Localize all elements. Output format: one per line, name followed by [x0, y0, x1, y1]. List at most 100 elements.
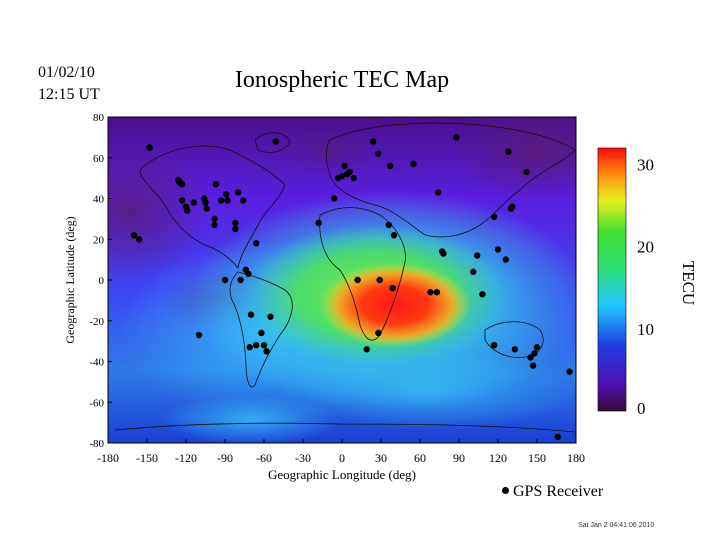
gps-receiver-point — [390, 231, 398, 239]
gps-receiver-point — [338, 172, 346, 180]
gps-receiver-point — [175, 176, 182, 184]
gps-receiver-point — [331, 195, 338, 202]
gps-receiver-point — [375, 329, 382, 337]
y-axis: 80 60 40 20 0 -20 -40 -60 -80 — [89, 112, 112, 450]
gps-receivers — [130, 134, 573, 441]
gps-receiver-point — [435, 189, 442, 196]
gps-receiver-point — [234, 189, 242, 196]
gps-receiver-point — [531, 350, 538, 357]
gps-receiver-point — [232, 225, 239, 233]
y-tick-label: 40 — [93, 194, 105, 206]
gps-receiver-point — [217, 197, 225, 204]
receiver-marker-icon — [502, 486, 509, 494]
gps-receiver-point — [178, 181, 186, 188]
x-tick-label: 150 — [528, 451, 546, 465]
colorbar-label: TECU — [679, 261, 698, 305]
gps-receiver-point — [453, 134, 460, 141]
gps-receiver-point — [211, 221, 218, 229]
y-tick-label: -60 — [89, 397, 104, 409]
y-tick-label: 0 — [99, 275, 105, 287]
gps-receiver-point — [386, 162, 394, 170]
gps-receiver-point — [315, 219, 322, 227]
x-tick-label: 180 — [567, 451, 585, 465]
x-tick-label: -180 — [97, 451, 119, 465]
x-axis: -180 -150 -120 -90 -60 -30 0 30 60 90 120 150 180 — [97, 439, 585, 465]
colorbar — [598, 148, 626, 411]
gps-receiver-point — [350, 174, 357, 182]
y-tick-label: -80 — [89, 438, 104, 450]
gps-receiver-point — [253, 342, 260, 349]
colorbar-frame — [597, 147, 627, 412]
gps-receiver-point — [341, 162, 348, 170]
gps-receiver-point — [346, 168, 353, 176]
gps-receiver-point — [146, 144, 153, 151]
coastlines — [114, 122, 576, 433]
gps-receiver-point — [272, 138, 279, 145]
gps-receiver-point — [490, 342, 498, 349]
gps-receiver-point — [223, 191, 230, 198]
legend: GPS Receiver — [502, 483, 603, 501]
gps-receiver-point — [370, 138, 377, 145]
timestamp-footer: Sat Jan 2 04:41:06 2010 — [578, 522, 655, 529]
gps-receiver-point — [203, 205, 210, 212]
gps-receiver-point — [263, 348, 270, 355]
gps-receiver-point — [221, 276, 229, 284]
gps-receiver-point — [258, 329, 265, 337]
x-tick-label: 0 — [339, 451, 345, 465]
gps-receiver-point — [505, 148, 512, 155]
gps-receiver-point — [190, 199, 197, 206]
gps-receiver-point — [363, 346, 370, 353]
x-tick-label: 120 — [489, 451, 507, 465]
gps-receiver-point — [247, 311, 255, 318]
gps-receiver-point — [376, 276, 383, 284]
y-tick-label: -40 — [89, 357, 104, 369]
gps-receiver-point — [212, 181, 220, 188]
gps-receiver-point — [260, 342, 268, 349]
gps-receiver-point — [566, 368, 573, 375]
y-tick-label: 20 — [93, 234, 105, 246]
gps-receiver-point — [433, 289, 441, 296]
gps-receiver-point — [245, 270, 252, 278]
gps-receiver-point — [232, 219, 239, 227]
gps-receiver-point — [136, 236, 143, 243]
gps-receiver-point — [267, 313, 274, 320]
gps-receiver-point — [470, 268, 477, 276]
gps-receiver-point — [354, 276, 361, 284]
x-tick-label: -90 — [217, 451, 233, 465]
x-tick-label: 60 — [414, 451, 426, 465]
gps-receiver-point — [502, 256, 509, 263]
gps-receiver-point — [240, 197, 247, 204]
tec-heatmap — [108, 117, 576, 443]
gps-receiver-point — [438, 248, 446, 255]
colorbar-tick-label: 0 — [637, 399, 646, 418]
gps-receiver-point — [385, 221, 392, 229]
colorbar-tick-label: 10 — [637, 320, 654, 339]
colorbar-ticks: 30 20 10 0 — [637, 155, 654, 418]
colorbar-tick-label: 30 — [637, 155, 654, 174]
gps-receiver-point — [494, 246, 502, 253]
gps-receiver-point — [554, 433, 561, 441]
gps-receiver-point — [490, 213, 498, 221]
map-date: 01/02/10 — [38, 64, 95, 81]
gps-receiver-point — [509, 203, 516, 210]
map-time: 12:15 UT — [38, 86, 100, 103]
gps-receiver-point — [375, 150, 382, 157]
gps-receiver-point — [523, 168, 530, 176]
x-tick-label: -120 — [175, 451, 197, 465]
gps-receiver-point — [246, 344, 253, 351]
colorbar-tick-label: 20 — [637, 238, 654, 257]
gps-receiver-point — [479, 291, 486, 298]
gps-receiver-point — [511, 346, 519, 353]
gps-receiver-point — [237, 276, 244, 284]
gps-receiver-point — [195, 331, 203, 339]
gps-receiver-point — [211, 215, 218, 223]
gps-receiver-point — [130, 231, 138, 239]
legend-label: GPS Receiver — [513, 483, 604, 500]
gps-receiver-point — [184, 207, 191, 214]
gps-receiver-point — [410, 160, 417, 168]
x-tick-label: -150 — [136, 451, 158, 465]
x-tick-label: 90 — [453, 451, 465, 465]
gps-receiver-point — [427, 289, 434, 296]
x-tick-label: -30 — [295, 451, 311, 465]
